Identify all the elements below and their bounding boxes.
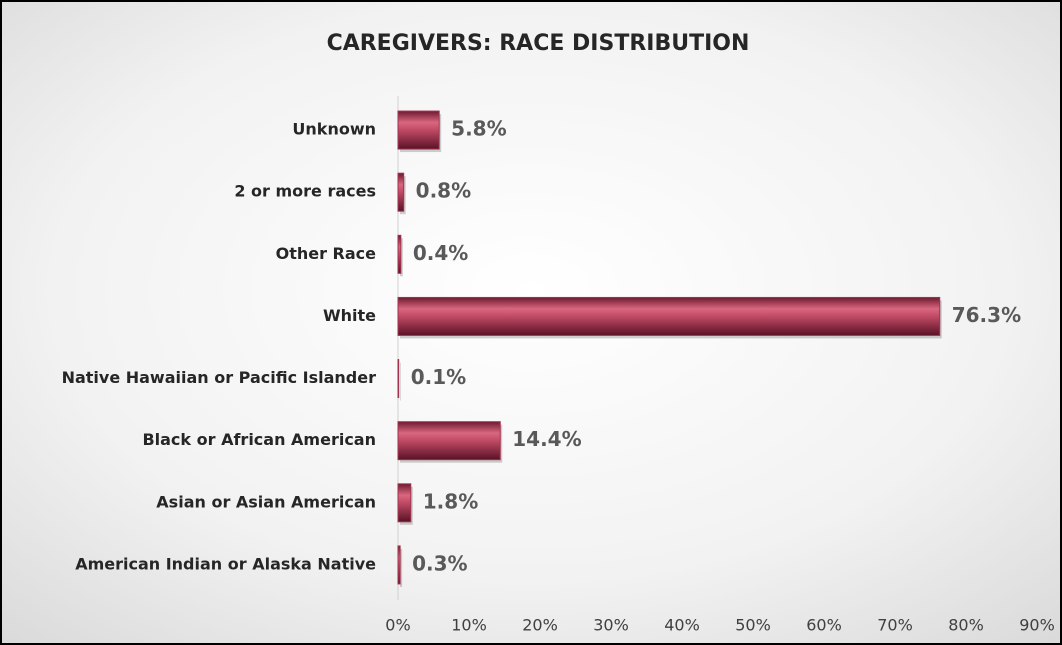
data-label: 5.8% — [451, 117, 506, 141]
x-tick-label: 60% — [806, 616, 842, 635]
x-tick-label: 50% — [735, 616, 771, 635]
bar — [397, 545, 401, 585]
data-label: 0.3% — [412, 551, 467, 575]
y-tick-label: 2 or more races — [234, 182, 376, 201]
bar — [397, 483, 412, 523]
bar-shadow — [400, 238, 403, 277]
chart-title: CAREGIVERS: RACE DISTRIBUTION — [327, 31, 750, 56]
bar-shadow — [400, 362, 401, 401]
data-label: 0.4% — [413, 241, 468, 265]
x-tick-label: 90% — [1019, 616, 1055, 635]
x-tick-label: 30% — [593, 616, 629, 635]
data-label: 0.1% — [411, 365, 466, 389]
data-label: 14.4% — [512, 427, 581, 451]
bar — [397, 359, 400, 399]
x-tick-label: 40% — [664, 616, 700, 635]
x-tick-label: 70% — [877, 616, 913, 635]
data-label: 0.8% — [416, 179, 471, 203]
x-tick-label: 20% — [522, 616, 558, 635]
x-tick-label: 10% — [451, 616, 487, 635]
bar — [397, 234, 402, 274]
data-label: 76.3% — [952, 303, 1021, 327]
bar-shadow — [400, 548, 403, 587]
y-tick-label: Asian or Asian American — [156, 492, 376, 511]
y-tick-label: Black or African American — [142, 430, 376, 449]
data-label: 1.8% — [423, 489, 478, 513]
y-tick-label: American Indian or Alaska Native — [75, 554, 376, 573]
bar — [397, 110, 440, 150]
y-tick-label: Other Race — [276, 244, 377, 263]
bar — [397, 421, 501, 461]
x-tick-label: 0% — [385, 616, 410, 635]
y-tick-label: Unknown — [292, 120, 376, 139]
bar — [397, 172, 405, 212]
y-tick-label: White — [323, 306, 376, 325]
y-tick-label: Native Hawaiian or Pacific Islander — [62, 368, 377, 387]
bar — [397, 296, 941, 336]
x-tick-label: 80% — [948, 616, 984, 635]
